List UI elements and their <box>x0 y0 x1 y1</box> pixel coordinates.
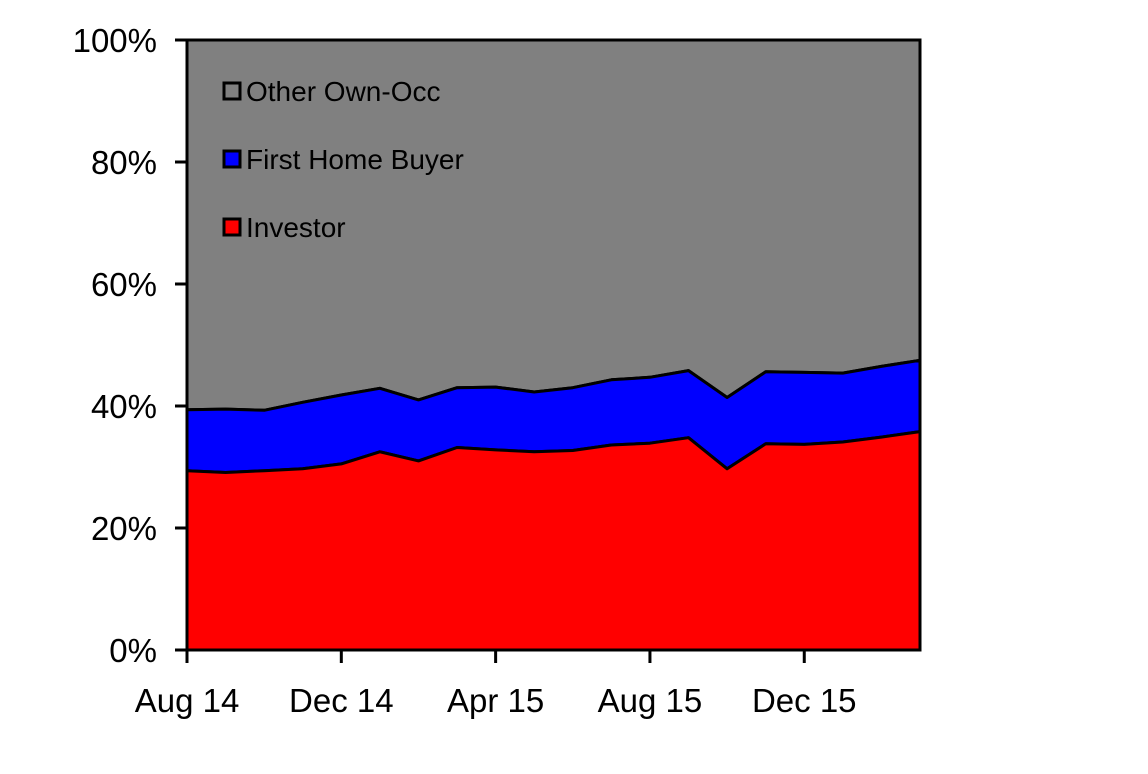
legend-swatch-other-own-occ <box>222 81 242 101</box>
legend-label-other-own-occ: Other Own-Occ <box>246 76 440 107</box>
x-tick-label: Dec 14 <box>289 682 394 719</box>
y-tick-label: 0% <box>109 632 157 669</box>
axes: 0% 20% 40% 60% 80% 100% Aug 14 Dec 14 Apr 15 Aug … <box>73 22 920 719</box>
x-tick-label: Apr 15 <box>447 682 544 719</box>
y-tick-label: 100% <box>73 22 157 59</box>
legend-swatch-investor <box>222 217 242 237</box>
y-tick-label: 60% <box>91 266 157 303</box>
legend: Other Own-Occ First Home Buyer Investor <box>222 76 464 243</box>
x-tick-label: Dec 15 <box>752 682 857 719</box>
x-tick-label: Aug 15 <box>598 682 703 719</box>
y-tick-label: 20% <box>91 510 157 547</box>
legend-swatch-first-home-buyer <box>222 149 242 169</box>
legend-label-investor: Investor <box>246 212 346 243</box>
x-tick-label: Aug 14 <box>135 682 240 719</box>
plot-area <box>185 38 922 652</box>
y-tick-label: 80% <box>91 144 157 181</box>
legend-label-first-home-buyer: First Home Buyer <box>246 144 464 175</box>
y-tick-label: 40% <box>91 388 157 425</box>
